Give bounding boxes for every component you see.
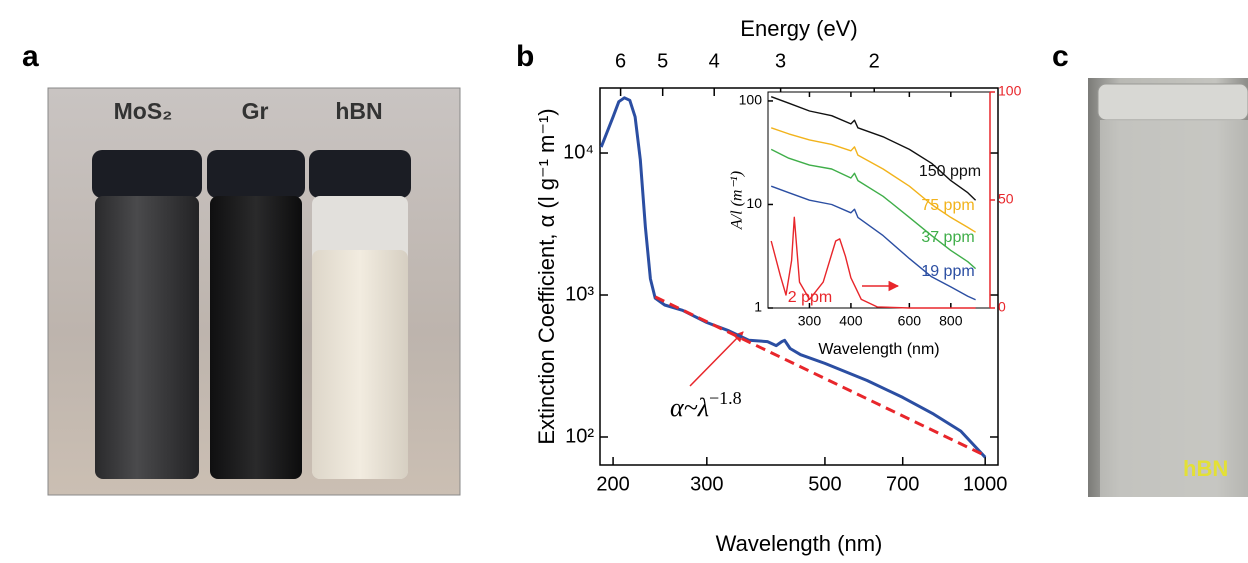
annotation-exponent: −1.8 [709,388,742,408]
vial-label: MoS₂ [114,98,173,124]
y-tick-label: 10 [746,195,762,211]
series-line [770,185,976,301]
series-line [770,127,976,233]
y2-tick-label: 0 [998,299,1006,315]
series-label: 37 ppm [921,229,974,246]
y-tick-label: 10⁴ [563,141,594,163]
y-tick-label: 10² [565,425,594,447]
x2-tick-label: 5 [657,50,668,72]
x2-tick-label: 6 [615,50,626,72]
x-tick-label: 800 [939,313,963,329]
x-tick-label: 1000 [963,473,1008,495]
x2-tick-label: 3 [775,50,786,72]
panel-label: b [516,40,534,73]
series-label: 150 ppm [919,163,981,180]
photo-c: hBN [1088,78,1248,497]
series-line [654,295,986,457]
y-axis-label: A/l (m⁻¹) [729,171,746,230]
x2-axis-label: Energy (eV) [740,16,857,41]
annotation: α~λ−1.8 [670,388,742,422]
y-axis-label: Extinction Coefficient, α (l g⁻¹ m⁻¹) [534,108,559,444]
x-axis-label: Wavelength (nm) [818,341,939,358]
x2-tick-label: 4 [709,50,720,72]
series-line [770,148,977,270]
panel-label: c [1052,40,1069,73]
x-tick-label: 600 [898,313,922,329]
x-tick-label: 300 [690,473,723,495]
panel-label: a [22,40,39,73]
y2-tick-label: 50 [998,191,1014,207]
x-axis-label: Wavelength (nm) [716,531,883,556]
y-tick-label: 100 [739,92,763,108]
x-tick-label: 700 [886,473,919,495]
annotation-arrow [689,331,744,387]
y-tick-label: 1 [754,299,762,315]
photo-a: MoS₂ Gr hBN [47,87,461,496]
vial-label: Gr [242,98,269,124]
plot-frame [599,87,999,466]
series-label: 19 ppm [921,263,974,280]
x-tick-label: 300 [798,313,822,329]
y2-tick-label: 100 [998,83,1022,99]
series-label: 75 ppm [921,197,974,214]
x-tick-label: 400 [839,313,863,329]
y-tick-label: 10³ [565,283,594,305]
x-tick-label: 500 [808,473,841,495]
series-line [770,216,976,309]
series-label: 2 ppm [788,289,832,306]
vial-label: hBN [335,98,382,124]
plot-background [768,92,990,308]
series-line [770,96,977,201]
x-tick-label: 200 [596,473,629,495]
annotation-text: α~λ [670,393,709,422]
x2-tick-label: 2 [869,50,880,72]
chart: 300 400 600 800 1 10 100 0 50 100 Wavelength (nm) A… [729,83,1022,359]
photo-label: hBN [1183,456,1228,481]
